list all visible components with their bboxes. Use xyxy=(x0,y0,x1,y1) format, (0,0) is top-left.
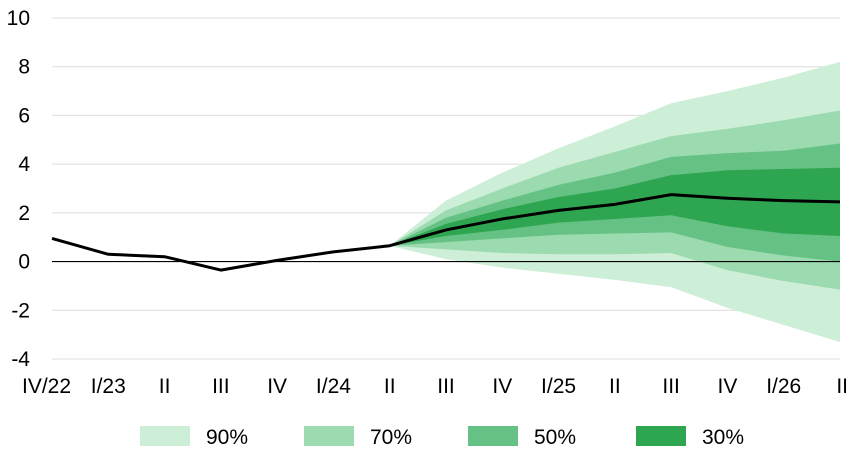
x-tick-label: IV xyxy=(267,375,287,398)
y-tick-label: 10 xyxy=(7,7,30,30)
y-axis-tick-labels: -4 -2 0 2 4 6 8 10 xyxy=(7,7,31,371)
x-tick-label: III xyxy=(437,375,455,398)
legend-swatch-50 xyxy=(468,426,518,446)
x-tick-label: II xyxy=(159,375,171,398)
x-tick-label: IV xyxy=(492,375,512,398)
y-tick-label: 2 xyxy=(18,202,30,225)
legend-label-70: 70% xyxy=(370,426,412,449)
x-tick-label: III xyxy=(212,375,230,398)
y-tick-label: 4 xyxy=(18,153,30,176)
y-tick-label: -4 xyxy=(11,348,30,371)
x-tick-label: II xyxy=(609,375,621,398)
y-tick-label: 0 xyxy=(18,251,30,274)
x-tick-label: I/26 xyxy=(766,375,801,398)
y-tick-label: 8 xyxy=(18,56,30,79)
legend-label-50: 50% xyxy=(534,426,576,449)
x-axis-tick-labels: IV/22 I/23 II III IV I/24 II III IV I/25 II III IV I/… xyxy=(22,375,848,398)
confidence-bands xyxy=(389,61,840,342)
legend-swatch-70 xyxy=(304,426,354,446)
x-tick-label: I/24 xyxy=(316,375,351,398)
legend-label-30: 30% xyxy=(702,426,744,449)
y-tick-label: 6 xyxy=(18,104,30,127)
x-tick-label: I/25 xyxy=(541,375,576,398)
band-30-percent xyxy=(389,167,840,246)
legend-label-90: 90% xyxy=(206,426,248,449)
y-tick-label: -2 xyxy=(11,299,30,322)
x-tick-label: II xyxy=(384,375,396,398)
legend-swatch-90 xyxy=(140,426,190,446)
x-tick-label: II xyxy=(836,375,848,398)
x-tick-label: III xyxy=(662,375,680,398)
legend: 90% 70% 50% 30% xyxy=(140,426,744,449)
legend-swatch-30 xyxy=(636,426,686,446)
central-projection-line xyxy=(51,193,841,272)
central-line xyxy=(51,193,841,272)
x-tick-label: IV/22 xyxy=(22,375,71,398)
x-tick-label: IV xyxy=(718,375,738,398)
x-tick-label: I/23 xyxy=(91,375,126,398)
